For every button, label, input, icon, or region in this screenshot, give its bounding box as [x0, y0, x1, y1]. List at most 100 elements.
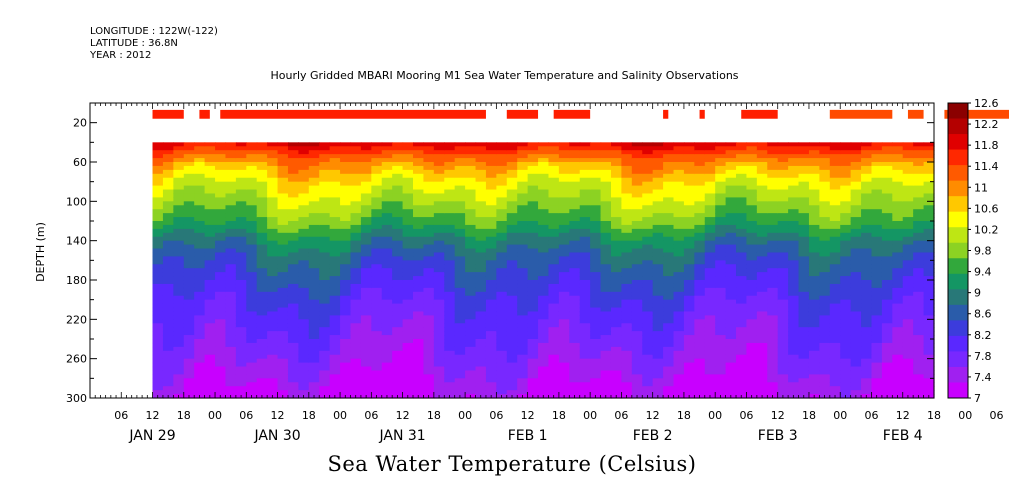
temperature-cell: [506, 327, 518, 332]
temperature-cell: [475, 358, 487, 364]
temperature-cell: [423, 390, 435, 395]
temperature-cell: [215, 142, 227, 147]
temperature-cell: [881, 374, 893, 379]
temperature-cell: [902, 276, 914, 281]
temperature-cell: [527, 354, 539, 360]
temperature-cell: [246, 165, 258, 171]
temperature-cell: [663, 276, 675, 281]
temperature-cell: [423, 240, 435, 246]
temperature-cell: [392, 232, 404, 238]
temperature-cell: [235, 232, 247, 238]
temperature-cell: [736, 221, 748, 226]
temperature-cell: [840, 291, 852, 297]
temperature-cell: [590, 374, 602, 379]
temperature-cell: [465, 342, 477, 348]
temperature-cell: [433, 323, 445, 328]
temperature-cell: [621, 315, 633, 320]
temperature-cell: [152, 224, 164, 230]
temperature-cell: [506, 331, 518, 336]
temperature-cell: [496, 209, 508, 214]
temperature-cell: [767, 291, 779, 297]
temperature-cell: [777, 173, 789, 179]
temperature-cell: [517, 350, 529, 356]
temperature-cell: [413, 319, 425, 324]
temperature-cell: [277, 248, 289, 254]
temperature-cell: [485, 236, 497, 242]
temperature-cell: [579, 390, 591, 395]
temperature-cell: [225, 354, 237, 360]
temperature-cell: [902, 342, 914, 348]
temperature-cell: [162, 366, 174, 372]
temperature-cell: [506, 382, 518, 387]
temperature-cell: [277, 323, 289, 328]
temperature-cell: [162, 358, 174, 364]
temperature-cell: [360, 181, 372, 187]
temperature-cell: [683, 370, 695, 375]
y-tick-label: 140: [66, 235, 87, 248]
temperature-cell: [913, 382, 925, 387]
temperature-cell: [496, 370, 508, 375]
temperature-cell: [360, 264, 372, 269]
temperature-cell: [225, 236, 237, 242]
temperature-cell: [808, 283, 820, 289]
temperature-cell: [235, 390, 247, 395]
temperature-cell: [881, 264, 893, 269]
temperature-cell: [569, 319, 581, 324]
temperature-cell: [162, 307, 174, 313]
temperature-cell: [506, 339, 518, 344]
temperature-cell: [329, 169, 341, 175]
temperature-cell: [194, 327, 206, 332]
temperature-cell: [694, 382, 706, 387]
temperature-cell: [892, 217, 904, 222]
temperature-cell: [850, 252, 862, 257]
temperature-cell: [277, 205, 289, 210]
temperature-cell: [861, 323, 873, 328]
temperature-cell: [829, 240, 841, 246]
temperature-cell: [736, 370, 748, 375]
temperature-cell: [913, 291, 925, 297]
temperature-cell: [225, 213, 237, 218]
temperature-cell: [204, 354, 216, 360]
temperature-cell: [579, 221, 591, 226]
temperature-cell: [736, 299, 748, 305]
temperature-cell: [673, 378, 685, 383]
temperature-cell: [923, 217, 935, 222]
temperature-cell: [788, 197, 800, 202]
temperature-cell: [683, 342, 695, 348]
temperature-cell: [506, 287, 518, 293]
temperature-cell: [892, 158, 904, 163]
temperature-cell: [204, 291, 216, 297]
temperature-cell: [777, 264, 789, 269]
temperature-cell: [808, 189, 820, 195]
temperature-cell: [308, 307, 320, 313]
temperature-cell: [819, 162, 831, 167]
temperature-cell: [350, 224, 362, 230]
temperature-cell: [413, 197, 425, 202]
temperature-cell: [162, 280, 174, 285]
temperature-cell: [788, 169, 800, 175]
temperature-cell: [777, 146, 789, 151]
temperature-cell: [287, 280, 299, 285]
temperature-cell: [350, 307, 362, 313]
temperature-cell: [725, 323, 737, 328]
temperature-cell: [517, 307, 529, 313]
temperature-cell: [246, 319, 258, 324]
temperature-cell: [902, 221, 914, 226]
temperature-cell: [183, 354, 195, 360]
temperature-cell: [319, 331, 331, 336]
temperature-cell: [225, 382, 237, 387]
temperature-cell: [558, 201, 570, 206]
temperature-cell: [850, 386, 862, 391]
temperature-cell: [788, 221, 800, 226]
temperature-cell: [235, 256, 247, 261]
temperature-cell: [694, 236, 706, 242]
temperature-cell: [861, 264, 873, 269]
temperature-cell: [610, 197, 623, 202]
temperature-cell: [913, 185, 925, 191]
temperature-cell: [902, 378, 914, 383]
temperature-cell: [621, 248, 633, 254]
temperature-cell: [673, 240, 685, 246]
temperature-cell: [808, 217, 820, 222]
temperature-cell: [392, 177, 404, 183]
temperature-cell: [715, 146, 727, 151]
